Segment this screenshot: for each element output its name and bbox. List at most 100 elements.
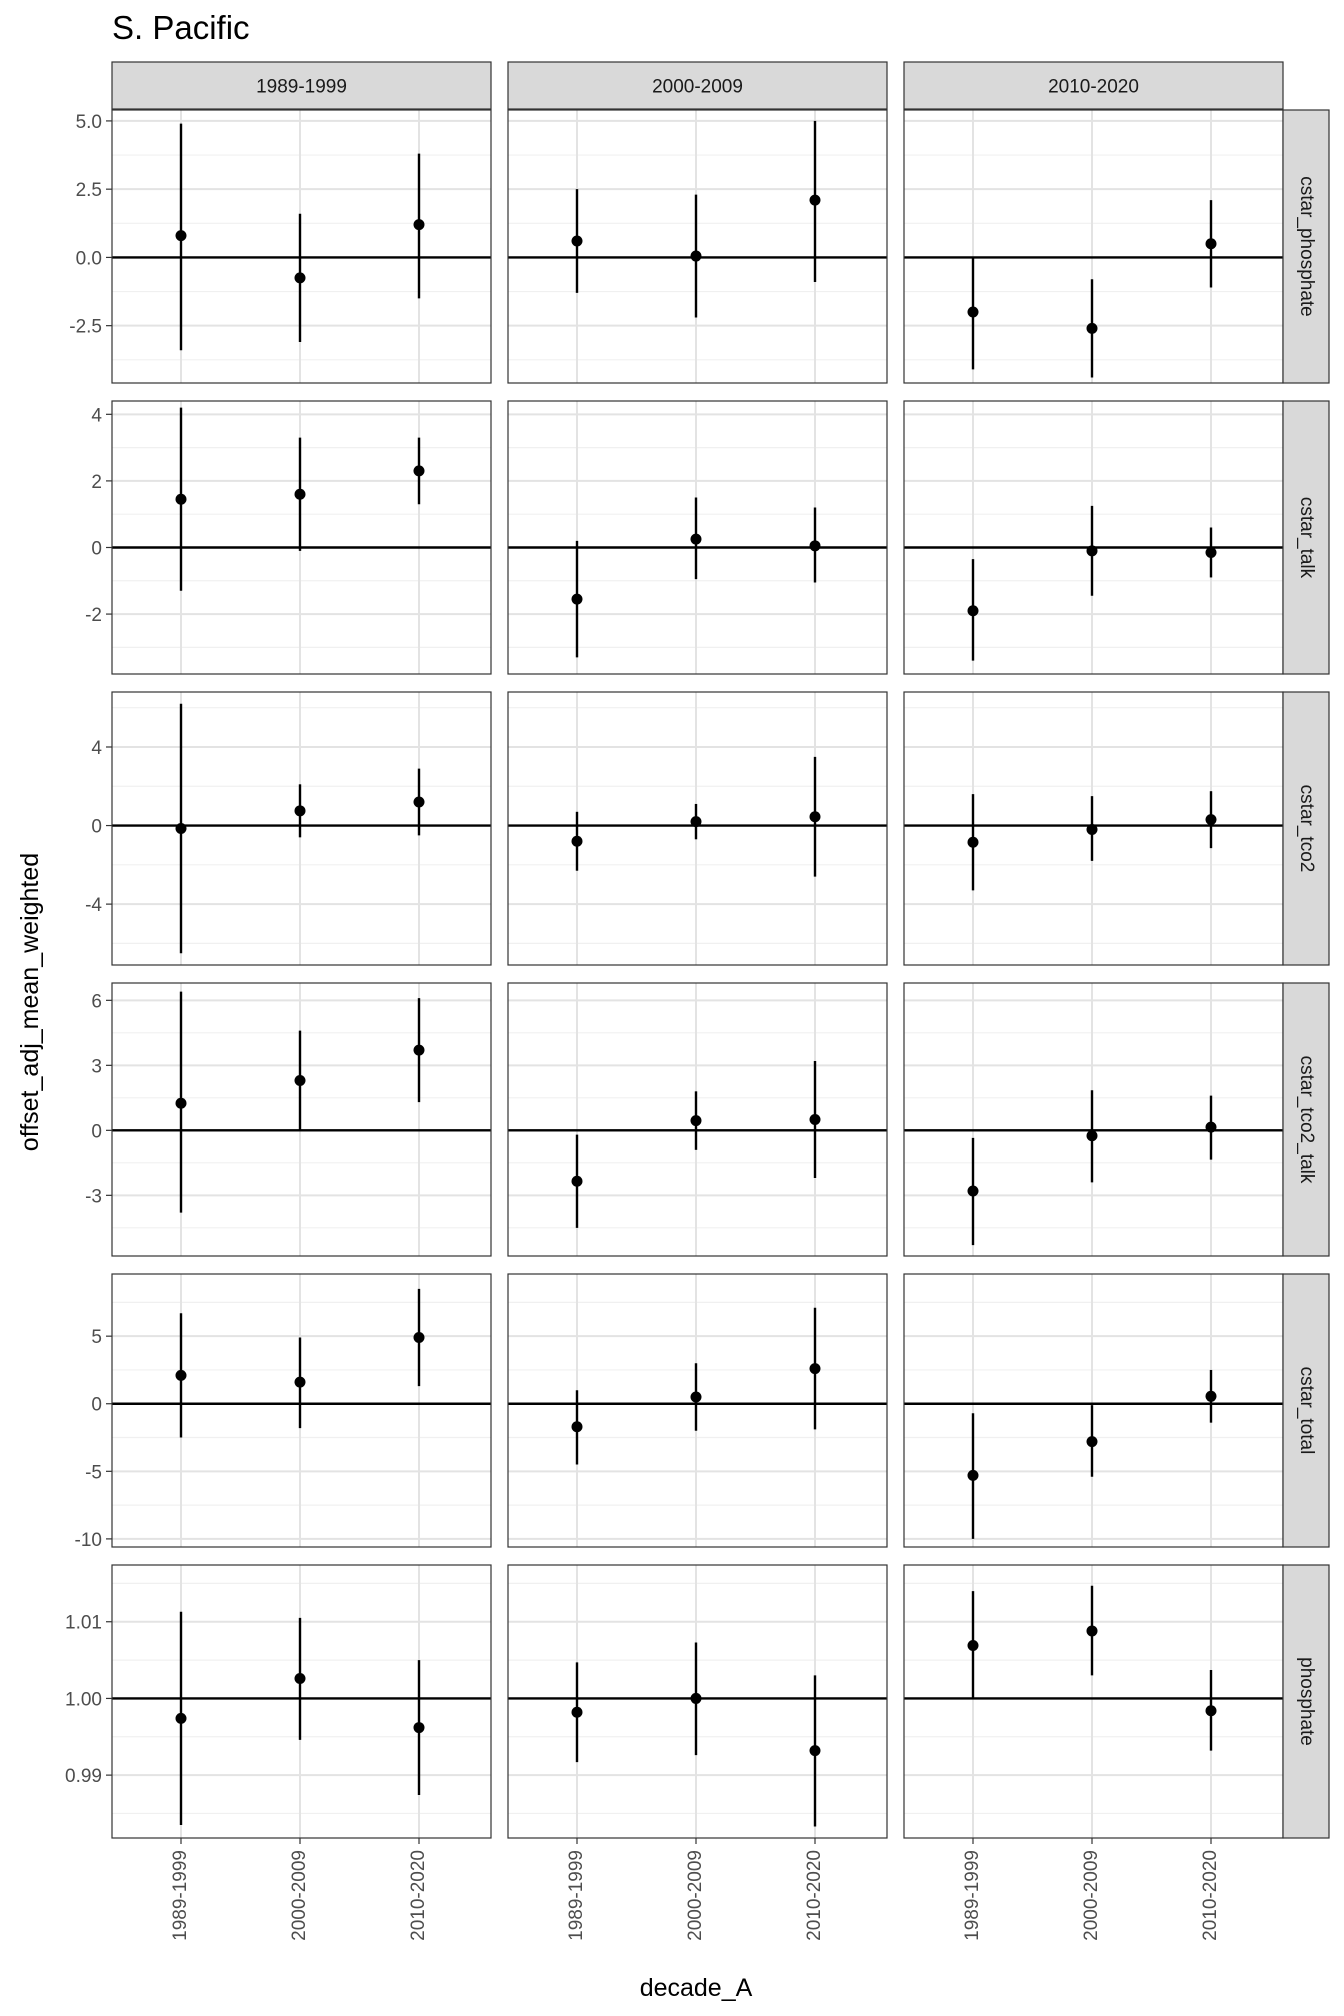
row-strip (1282, 1273, 1330, 1548)
panel-border (111, 982, 492, 1257)
y-axis-title: offset_adj_mean_weighted (16, 853, 44, 1151)
panel-cstar_tco2-2010-2020 (903, 691, 1284, 966)
panel-background (904, 1274, 1283, 1547)
y-tick-label: 4 (91, 738, 102, 759)
data-point (967, 306, 979, 318)
panel-background (112, 983, 491, 1256)
x-axis-title: decade_A (640, 1974, 753, 2002)
data-point (571, 593, 583, 605)
row-strip (1282, 109, 1330, 384)
data-point (809, 1363, 821, 1375)
row-strip (1282, 691, 1330, 966)
column-strip (507, 61, 888, 110)
data-point (809, 194, 821, 206)
panel-background (508, 1274, 887, 1547)
x-tick-label: 1989-1999 (962, 1850, 983, 1941)
panel-border (111, 691, 492, 966)
x-tick-label: 2010-2020 (804, 1850, 825, 1941)
x-tick-label: 2000-2009 (289, 1850, 310, 1941)
panel-border (507, 982, 888, 1257)
data-point (967, 1640, 979, 1652)
column-strip-label: 2010-2020 (1048, 77, 1139, 98)
data-point (1086, 1625, 1098, 1637)
data-point (1205, 1705, 1217, 1717)
x-tick-label: 1989-1999 (170, 1850, 191, 1941)
data-point (571, 835, 583, 847)
panel-cstar_total-2010-2020 (903, 1273, 1284, 1548)
data-point (1086, 322, 1098, 334)
panel-border (507, 1564, 888, 1839)
data-point (1205, 814, 1217, 826)
data-point (967, 605, 979, 617)
data-point (809, 811, 821, 823)
data-point (294, 272, 306, 284)
panel-border (111, 1564, 492, 1839)
panel-cstar_talk-1989-1999 (111, 400, 492, 675)
y-tick-label: 1.01 (65, 1613, 102, 1634)
data-point (1205, 1121, 1217, 1133)
panel-phosphate-1989-1999 (111, 1564, 492, 1839)
row-strip-label: cstar_phosphate (1296, 176, 1317, 317)
row-strip-label: cstar_tco2_talk (1296, 1056, 1317, 1184)
y-tick-label: -4 (85, 895, 102, 916)
panel-cstar_tco2-1989-1999 (111, 691, 492, 966)
column-strip (111, 61, 492, 110)
data-point (1205, 238, 1217, 250)
data-point (690, 533, 702, 545)
data-point (690, 250, 702, 262)
data-point (1086, 1436, 1098, 1448)
data-point (175, 823, 187, 834)
panel-cstar_talk-2000-2009 (507, 400, 888, 675)
y-tick-label: 5 (91, 1327, 102, 1348)
panels-layer: 1989-1999 2000-2009 2010-2020 -2.5 0.0 2.5 5.0… (65, 61, 1330, 1941)
y-tick-label: -2 (85, 605, 102, 626)
panel-background (904, 983, 1283, 1256)
panel-cstar_talk-2010-2020 (903, 400, 1284, 675)
data-point (809, 540, 821, 552)
data-point (175, 230, 187, 242)
data-point (1086, 823, 1098, 835)
data-point (967, 836, 979, 848)
row-strip-label: cstar_total (1296, 1367, 1317, 1455)
y-tick-label: -10 (75, 1530, 102, 1551)
y-tick-label: 2 (91, 472, 102, 493)
data-point (571, 1175, 583, 1187)
panel-cstar_total-2000-2009 (507, 1273, 888, 1548)
panel-border (111, 109, 492, 384)
data-point (1205, 546, 1217, 558)
panel-border (507, 691, 888, 966)
x-tick-label: 1989-1999 (566, 1850, 587, 1941)
panel-phosphate-2000-2009 (507, 1564, 888, 1839)
panel-background (112, 401, 491, 674)
data-point (294, 488, 306, 500)
panel-phosphate-2010-2020 (903, 1564, 1284, 1839)
panel-border (507, 1273, 888, 1548)
panel-cstar_phosphate-2000-2009 (507, 109, 888, 384)
y-tick-label: -3 (85, 1186, 102, 1207)
x-tick-label: 2000-2009 (685, 1850, 706, 1941)
data-point (809, 1114, 821, 1125)
row-strip (1282, 1564, 1330, 1839)
panel-background (904, 110, 1283, 383)
data-point (571, 1706, 583, 1718)
y-tick-label: 2.5 (76, 180, 102, 201)
data-point (809, 1745, 821, 1757)
data-point (175, 1097, 187, 1109)
data-point (690, 816, 702, 828)
panel-background (508, 692, 887, 965)
y-tick-label: 0 (91, 1121, 102, 1142)
panel-border (507, 400, 888, 675)
y-tick-label: 0 (91, 1395, 102, 1416)
row-strip-label: phosphate (1296, 1657, 1317, 1746)
data-point (413, 1332, 425, 1344)
panel-background (112, 1274, 491, 1547)
data-point (413, 1722, 425, 1734)
panel-cstar_phosphate-2010-2020 (903, 109, 1284, 384)
data-point (294, 1376, 306, 1388)
column-strip (903, 61, 1284, 110)
data-point (967, 1185, 979, 1197)
data-point (413, 1044, 425, 1056)
x-tick-label: 2010-2020 (408, 1850, 429, 1941)
data-point (690, 1692, 702, 1704)
